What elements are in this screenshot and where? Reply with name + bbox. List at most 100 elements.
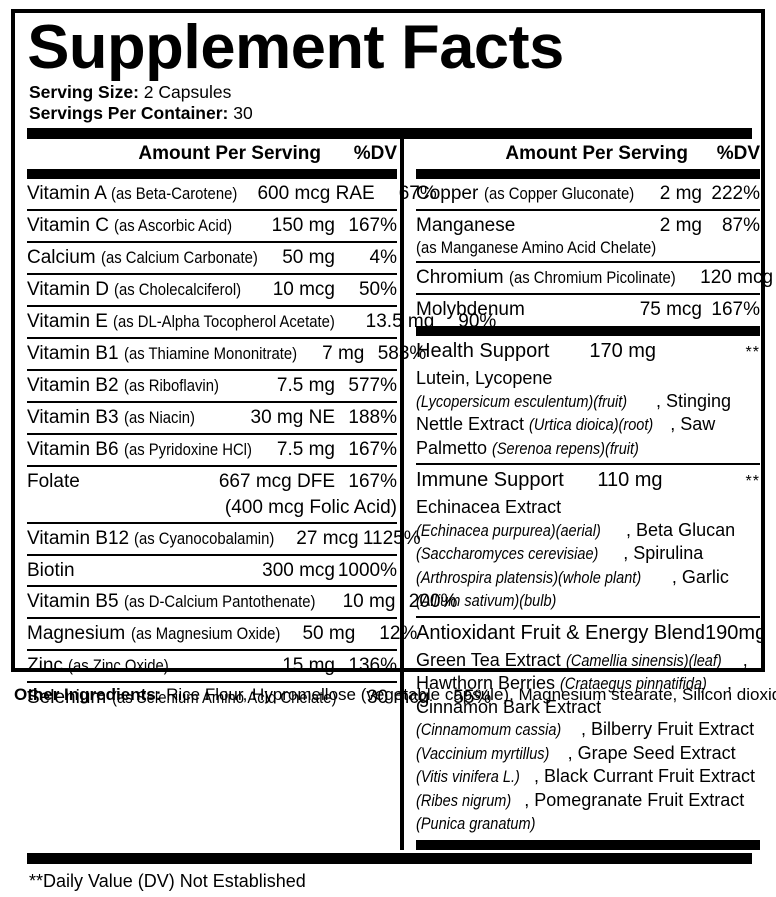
nutrient-source: (as Pyridoxine HCl) [123, 441, 252, 459]
blend-ingredients: Green Tea Extract (Camellia sinensis)(le… [416, 648, 760, 836]
nutrient-dv: 4% [369, 247, 397, 268]
latin-name: (Allium sativum)(bulb) [416, 592, 557, 610]
ingredient-name: , Bilberry Fruit Extract [581, 719, 755, 739]
nutrient-source: (as DL-Alpha Tocopherol Acetate) [113, 313, 336, 331]
blend-rows: Health Support 170 mg ** Lutein, Lycopene (… [416, 336, 766, 839]
table-row: Calcium (as Calcium Carbonate) 50 mg 4% [27, 241, 397, 273]
nutrient-amount: 15 mg [282, 655, 335, 676]
blend-ingredients: Lutein, Lycopene (Lycopersicum esculentu… [416, 366, 760, 460]
nutrient-name: Molybdenum [416, 299, 525, 320]
nutrient-amount: 2 mg [659, 215, 702, 236]
table-row: Vitamin E (as DL-Alpha Tocopherol Acetat… [27, 305, 496, 337]
nutrient-dv: 222% [711, 183, 760, 204]
ingredient-name: , Stinging Nettle Extract [416, 390, 731, 435]
table-row: Magnesium (as Magnesium Oxide) 50 mg 12% [27, 617, 417, 649]
nutrition-columns: Amount Per Serving %DV Vitamin A (as Bet… [27, 139, 773, 850]
nutrient-dv: 577% [348, 375, 397, 396]
servings-per-container-line: Servings Per Container: 30 [29, 103, 751, 124]
ingredient-name: , Saw Palmetto [416, 414, 716, 458]
latin-name: (Ribes nigrum) [416, 791, 512, 810]
latin-name: (Cinnamomum cassia) [416, 721, 562, 739]
nutrient-source: (as Riboflavin) [123, 377, 219, 395]
nutrient-dv: 188% [348, 407, 397, 428]
latin-name: (Crataegus pinnatifida) [560, 675, 707, 693]
nutrient-dv: 167% [348, 439, 397, 460]
latin-name: (Camellia sinensis)(leaf) [565, 651, 722, 670]
table-row: Vitamin B3 (as Niacin) 30 mg NE 188% [27, 401, 397, 433]
table-row: Vitamin B2 (as Riboflavin) 7.5 mg 577% [27, 369, 397, 401]
table-row: Biotin 300 mcg 1000% [27, 554, 397, 585]
nutrient-source: (as Zinc Oxide) [68, 657, 169, 675]
nutrient-name: Vitamin B1 (as Thiamine Mononitrate) [27, 341, 316, 367]
nutrient-dv: 55% [453, 687, 492, 708]
nutrient-dv: 200% [408, 591, 458, 612]
table-row: Selenium (as Selenium Amino Acid Chelate… [27, 681, 491, 713]
table-row: Zinc (as Zinc Oxide) 15 mg 136% [27, 649, 397, 681]
facts-panel: Supplement Facts Serving Size: 2 Capsule… [11, 9, 773, 891]
ingredient-name: , Pomegranate Fruit Extract [524, 789, 745, 810]
left-column-header: Amount Per Serving %DV [27, 139, 397, 169]
percent-dv-header: %DV [353, 143, 397, 164]
nutrient-amount: 50 mg [302, 623, 356, 644]
nutrient-amount: 27 mcg [296, 528, 359, 549]
nutrient-dv: 167% [711, 299, 760, 320]
nutrient-amount-secondary: (400 mcg Folic Acid) [224, 497, 397, 518]
other-ingredients: Other Ingredients: Rice Flour, Hypromell… [14, 684, 776, 706]
blend-amount: 170 mg [589, 340, 657, 362]
nutrient-source: (as Magnesium Oxide) [130, 625, 280, 643]
nutrient-dv: 1125% [362, 528, 421, 549]
nutrient-amount: 75 mcg [639, 299, 702, 320]
page-title: Supplement Facts [27, 13, 564, 82]
blend-dv: ** [745, 473, 760, 490]
serving-size-label: Serving Size: [29, 82, 139, 102]
blend-separator-rule [416, 326, 760, 336]
nutrient-dv: 1000% [337, 560, 397, 581]
nutrient-name: Vitamin B2 (as Riboflavin) [27, 373, 271, 399]
table-row: Vitamin B12 (as Cyanocobalamin) 27 mcg 112… [27, 522, 421, 554]
servings-per-container-label: Servings Per Container: [29, 103, 229, 123]
nutrient-source: (as Selenium Amino Acid Chelate) [111, 689, 337, 707]
nutrient-source: (as D-Calcium Pantothenate) [123, 593, 316, 611]
left-column: Amount Per Serving %DV Vitamin A (as Bet… [27, 139, 496, 850]
table-row: Vitamin B6 (as Pyridoxine HCl) 7.5 mg 167% [27, 433, 397, 465]
blend-name: Antioxidant Fruit & Energy Blend [416, 621, 706, 644]
table-row: Molybdenum 75 mcg 167% [416, 293, 760, 324]
table-row: Copper (as Copper Gluconate) 2 mg 222% [416, 179, 760, 209]
other-ingredients-value: Rice Flour, Hypromellose (vegetable caps… [161, 685, 776, 704]
nutrient-amount: 2 mg [659, 183, 702, 204]
latin-name: (Urtica dioica)(root) [529, 416, 654, 434]
nutrient-name: Vitamin E (as DL-Alpha Tocopherol Acetat… [27, 309, 360, 335]
nutrient-name: Vitamin D (as Cholecalciferol) [27, 277, 267, 303]
blend-ingredients: Echinacea Extract (Echinacea purpurea)(a… [416, 495, 760, 613]
nutrient-dv: 167% [348, 471, 397, 492]
latin-name: (Vitis vinifera L.) [416, 768, 520, 786]
nutrient-dv: 50% [358, 279, 397, 300]
nutrient-source: (as Calcium Carbonate) [100, 249, 258, 267]
latin-name: (Saccharomyces cerevisiae) [416, 545, 599, 563]
nutrient-name: Zinc (as Zinc Oxide) [27, 653, 276, 679]
blend-name: Immune Support [416, 469, 564, 491]
blend-amount: 190mg [705, 621, 767, 644]
other-ingredients-label: Other Ingredients: [14, 685, 162, 704]
serving-size-value: 2 Capsules [138, 82, 232, 102]
ingredient-name: , Spirulina [623, 543, 704, 563]
blend-dv: ** [745, 344, 760, 361]
nutrient-amount: 10 mg [342, 591, 396, 612]
nutrient-name: Folate [27, 471, 80, 492]
nutrient-amount: 667 mcg DFE [218, 471, 335, 492]
blend-row: Antioxidant Fruit & Energy Blend190mg**G… [416, 615, 766, 839]
nutrient-name: Vitamin A (as Beta-Carotene) [27, 181, 251, 207]
divider-thick-bottom [27, 852, 752, 864]
right-header-rule [416, 169, 760, 179]
nutrient-name: Vitamin B3 (as Niacin) [27, 405, 245, 431]
nutrient-name: Vitamin B6 (as Pyridoxine HCl) [27, 437, 271, 463]
nutrient-amount: 50 mg [282, 247, 335, 268]
nutrient-name: Biotin [27, 560, 75, 581]
nutrient-name: Copper (as Copper Gluconate) [416, 181, 654, 207]
nutrient-source: (as Manganese Amino Acid Chelate) [416, 239, 657, 257]
table-row: Vitamin D (as Cholecalciferol) 10 mcg 50% [27, 273, 397, 305]
nutrient-source: (as Thiamine Mononitrate) [123, 345, 297, 363]
nutrient-name: Selenium (as Selenium Amino Acid Chelate… [27, 685, 361, 711]
ingredient-name: , Cinnamon Bark Extract [416, 673, 733, 717]
nutrient-source: (as Niacin) [123, 409, 195, 427]
